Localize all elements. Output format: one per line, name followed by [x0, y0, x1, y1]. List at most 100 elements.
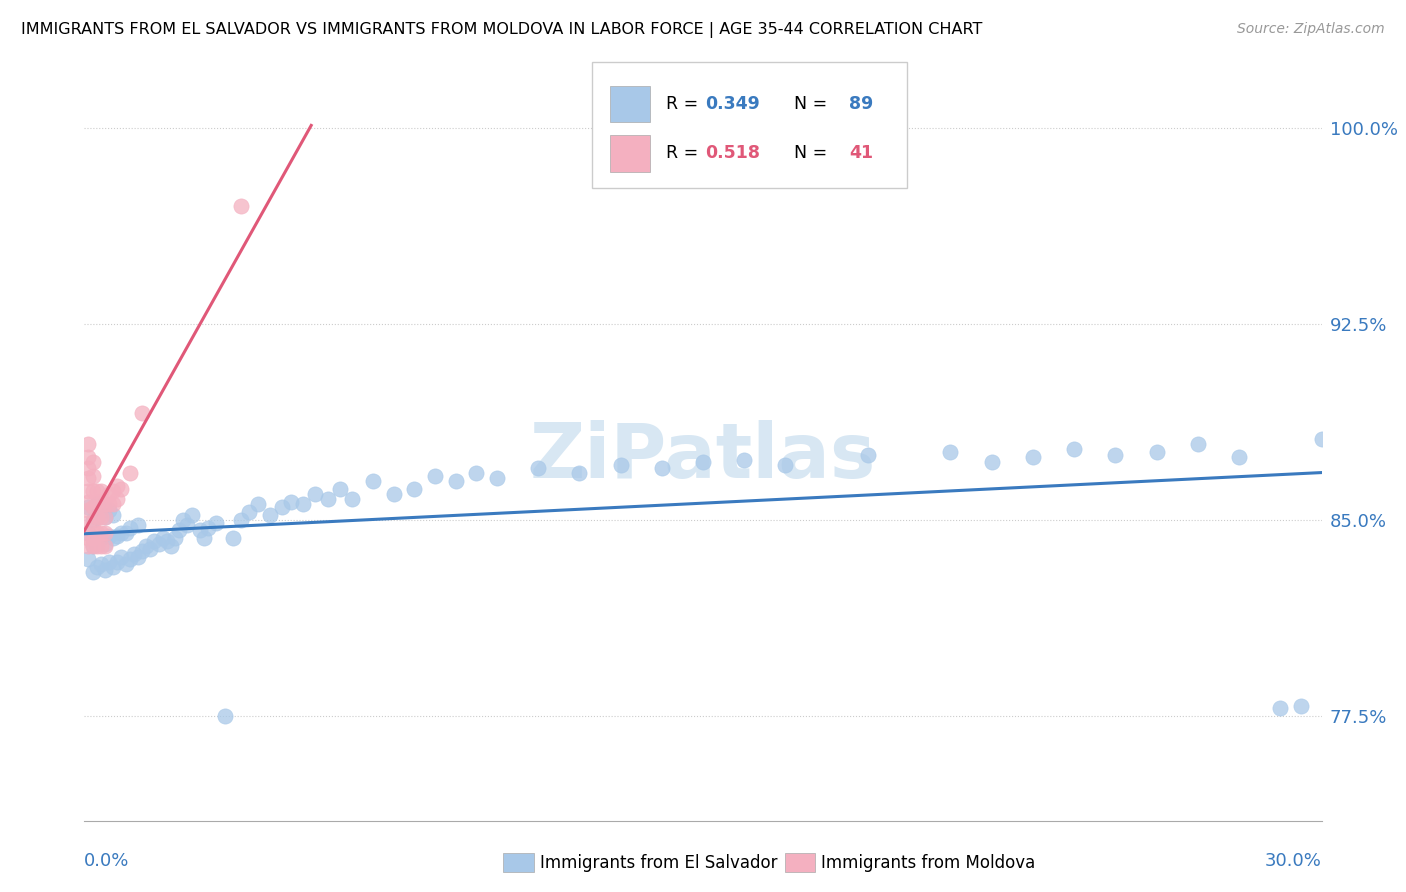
Point: [180, 508, 202, 522]
Point: [105, 529, 128, 543]
Point: [77, 460, 100, 475]
Point: [90, 510, 112, 524]
Point: [77, 484, 100, 499]
Text: 30.0%: 30.0%: [1265, 852, 1322, 870]
Point: [651, 460, 673, 475]
Point: [86, 560, 108, 574]
Point: [103, 484, 125, 499]
Point: [167, 524, 190, 538]
Point: [246, 497, 269, 511]
Text: 0.0%: 0.0%: [84, 852, 129, 870]
Point: [485, 471, 508, 485]
Point: [214, 709, 236, 723]
Point: [733, 453, 755, 467]
Point: [856, 448, 879, 462]
Text: 0.518: 0.518: [706, 145, 761, 162]
Text: 41: 41: [849, 145, 873, 162]
Point: [527, 460, 550, 475]
Point: [1063, 442, 1085, 457]
Point: [82, 513, 104, 527]
Point: [98, 529, 121, 543]
Point: [291, 497, 314, 511]
Point: [105, 479, 128, 493]
Point: [118, 521, 141, 535]
Point: [90, 484, 112, 499]
Point: [1104, 448, 1126, 462]
Point: [94, 497, 117, 511]
Point: [423, 468, 446, 483]
Point: [1270, 701, 1292, 715]
Point: [980, 455, 1002, 469]
Point: [775, 458, 797, 472]
Point: [77, 437, 100, 451]
Point: [90, 505, 112, 519]
Point: [1310, 432, 1333, 446]
Point: [82, 516, 104, 530]
Point: [382, 487, 405, 501]
Text: N =: N =: [783, 145, 834, 162]
Point: [77, 471, 100, 485]
Point: [77, 500, 100, 514]
FancyBboxPatch shape: [610, 136, 650, 171]
Point: [94, 539, 117, 553]
Point: [1289, 698, 1312, 713]
Point: [329, 482, 352, 496]
Point: [86, 510, 108, 524]
Point: [94, 510, 117, 524]
Point: [77, 494, 100, 508]
Point: [110, 549, 132, 564]
Point: [118, 466, 141, 480]
Text: 89: 89: [849, 95, 873, 113]
Point: [77, 552, 100, 566]
Point: [259, 508, 281, 522]
Point: [127, 549, 149, 564]
Point: [82, 566, 104, 580]
Text: 0.349: 0.349: [706, 95, 761, 113]
Point: [77, 450, 100, 465]
Point: [86, 494, 108, 508]
Point: [444, 474, 467, 488]
Point: [105, 491, 128, 506]
Point: [77, 531, 100, 545]
Point: [143, 533, 166, 548]
Point: [127, 518, 149, 533]
Point: [156, 533, 179, 548]
Point: [568, 466, 591, 480]
Point: [122, 547, 145, 561]
Point: [131, 406, 153, 420]
Point: [131, 544, 153, 558]
Text: Immigrants from El Salvador: Immigrants from El Salvador: [540, 854, 778, 871]
Point: [98, 487, 121, 501]
Point: [103, 508, 125, 522]
Point: [692, 455, 714, 469]
Point: [465, 466, 488, 480]
Point: [82, 468, 104, 483]
Point: [114, 526, 136, 541]
Point: [114, 558, 136, 572]
Point: [77, 539, 100, 553]
Point: [94, 510, 117, 524]
Point: [280, 494, 302, 508]
Text: Source: ZipAtlas.com: Source: ZipAtlas.com: [1237, 22, 1385, 37]
Point: [110, 526, 132, 541]
Point: [222, 531, 245, 545]
Point: [77, 502, 100, 516]
Point: [404, 482, 426, 496]
Text: Immigrants from Moldova: Immigrants from Moldova: [821, 854, 1035, 871]
Point: [165, 531, 187, 545]
Point: [316, 491, 339, 506]
Point: [361, 474, 384, 488]
Point: [90, 558, 112, 572]
Point: [193, 531, 215, 545]
Point: [90, 539, 112, 553]
Point: [77, 526, 100, 541]
Point: [609, 458, 631, 472]
FancyBboxPatch shape: [592, 62, 907, 187]
Text: R =: R =: [666, 145, 703, 162]
Text: ZiPatlas: ZiPatlas: [530, 420, 876, 493]
Point: [135, 539, 157, 553]
Text: N =: N =: [783, 95, 834, 113]
Point: [152, 531, 174, 545]
FancyBboxPatch shape: [610, 86, 650, 122]
Point: [1146, 445, 1168, 459]
